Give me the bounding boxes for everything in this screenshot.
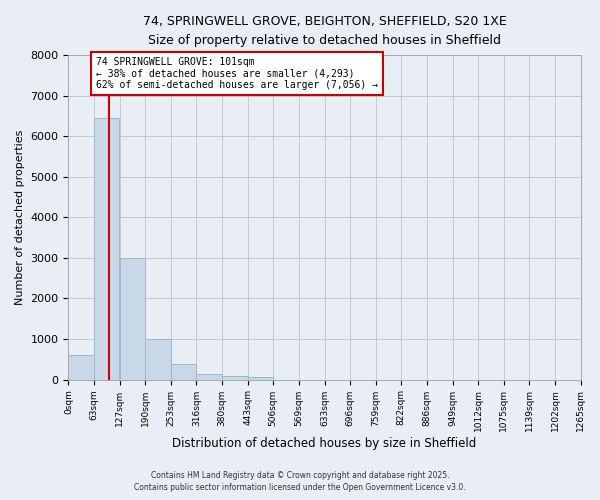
Bar (196, 374, 222, 380)
Y-axis label: Number of detached properties: Number of detached properties (15, 130, 25, 305)
Title: 74, SPRINGWELL GROVE, BEIGHTON, SHEFFIELD, S20 1XE
Size of property relative to : 74, SPRINGWELL GROVE, BEIGHTON, SHEFFIEL… (143, 15, 506, 47)
Text: Contains HM Land Registry data © Crown copyright and database right 2025.
Contai: Contains HM Land Registry data © Crown c… (134, 471, 466, 492)
Bar (68, 356, 94, 380)
Bar (248, 378, 273, 380)
X-axis label: Distribution of detached houses by size in Sheffield: Distribution of detached houses by size … (172, 437, 476, 450)
Bar (94, 118, 119, 380)
Bar (120, 258, 145, 380)
Bar (222, 376, 248, 380)
Bar (145, 339, 171, 380)
Text: 74 SPRINGWELL GROVE: 101sqm
← 38% of detached houses are smaller (4,293)
62% of : 74 SPRINGWELL GROVE: 101sqm ← 38% of det… (96, 57, 378, 90)
Bar (171, 364, 196, 380)
